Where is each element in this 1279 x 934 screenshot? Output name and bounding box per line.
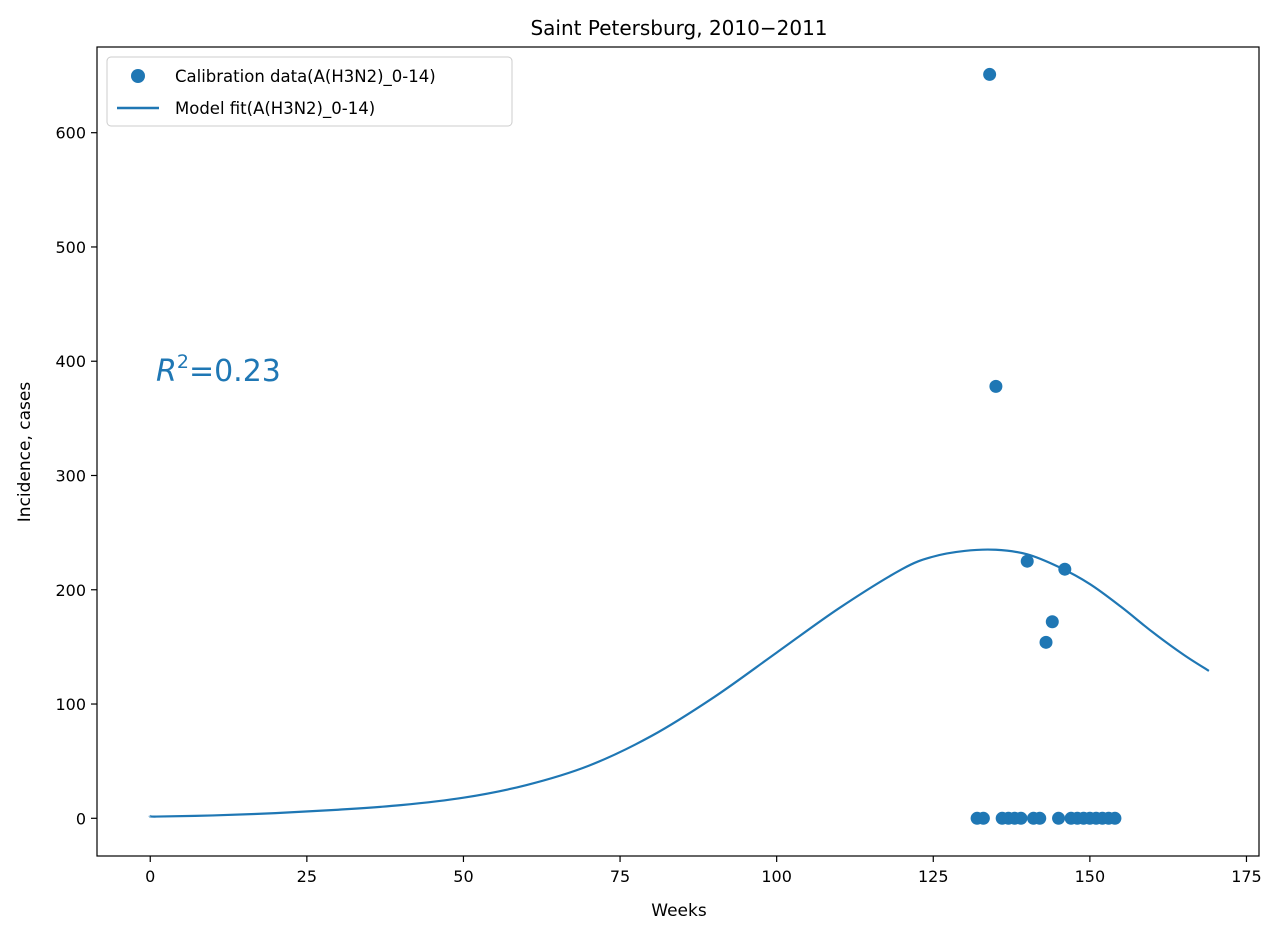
x-tick-label: 125 — [918, 867, 949, 886]
calibration-data-point — [1014, 811, 1028, 825]
calibration-data-point — [976, 811, 990, 825]
x-tick-label: 150 — [1075, 867, 1106, 886]
calibration-data-point — [1045, 615, 1059, 629]
chart-title: Saint Petersburg, 2010−2011 — [530, 16, 827, 40]
r-squared-annotation: R2=0.23 — [156, 351, 281, 389]
y-axis-label: Incidence, cases — [15, 382, 35, 523]
plot-area — [148, 67, 1210, 825]
y-axis-ticks: 0 100 200 300 400 500 600 — [55, 124, 97, 828]
r-squared-value: =0.23 — [189, 354, 281, 389]
x-tick-label: 25 — [297, 867, 317, 886]
x-tick-label: 50 — [453, 867, 473, 886]
y-tick-label: 200 — [55, 581, 86, 600]
plot-frame — [96, 46, 1260, 857]
y-tick-label: 300 — [55, 466, 86, 485]
calibration-data-point — [1052, 811, 1066, 825]
calibration-data-point — [1039, 635, 1053, 649]
x-tick-label: 0 — [145, 867, 155, 886]
calibration-data-point — [1020, 554, 1034, 568]
x-tick-label: 100 — [761, 867, 792, 886]
calibration-data-point — [989, 379, 1003, 393]
legend-marker-calibration — [131, 69, 145, 83]
r-squared-superscript: 2 — [177, 351, 189, 373]
x-tick-label: 175 — [1231, 867, 1262, 886]
y-tick-label: 400 — [55, 352, 86, 371]
r-squared-symbol: R — [156, 354, 177, 389]
y-tick-label: 500 — [55, 238, 86, 257]
legend-label-calibration: Calibration data(A(H3N2)_0-14) — [175, 67, 436, 87]
x-axis-label: Weeks — [651, 901, 707, 921]
y-tick-label: 100 — [55, 695, 86, 714]
legend-label-model: Model fit(A(H3N2)_0-14) — [175, 99, 375, 119]
model-fit-line — [148, 548, 1210, 818]
calibration-data-point — [1108, 811, 1122, 825]
legend-box — [106, 56, 513, 127]
x-axis-ticks: 0 25 50 75 100 125 150 175 — [145, 856, 1262, 886]
calibration-data-point — [983, 67, 997, 81]
calibration-data-point — [1058, 562, 1072, 576]
calibration-data-point — [1033, 811, 1047, 825]
legend: Calibration data(A(H3N2)_0-14) Model fit… — [106, 56, 513, 127]
x-tick-label: 75 — [610, 867, 630, 886]
y-tick-label: 0 — [76, 809, 86, 828]
y-tick-label: 600 — [55, 124, 86, 143]
